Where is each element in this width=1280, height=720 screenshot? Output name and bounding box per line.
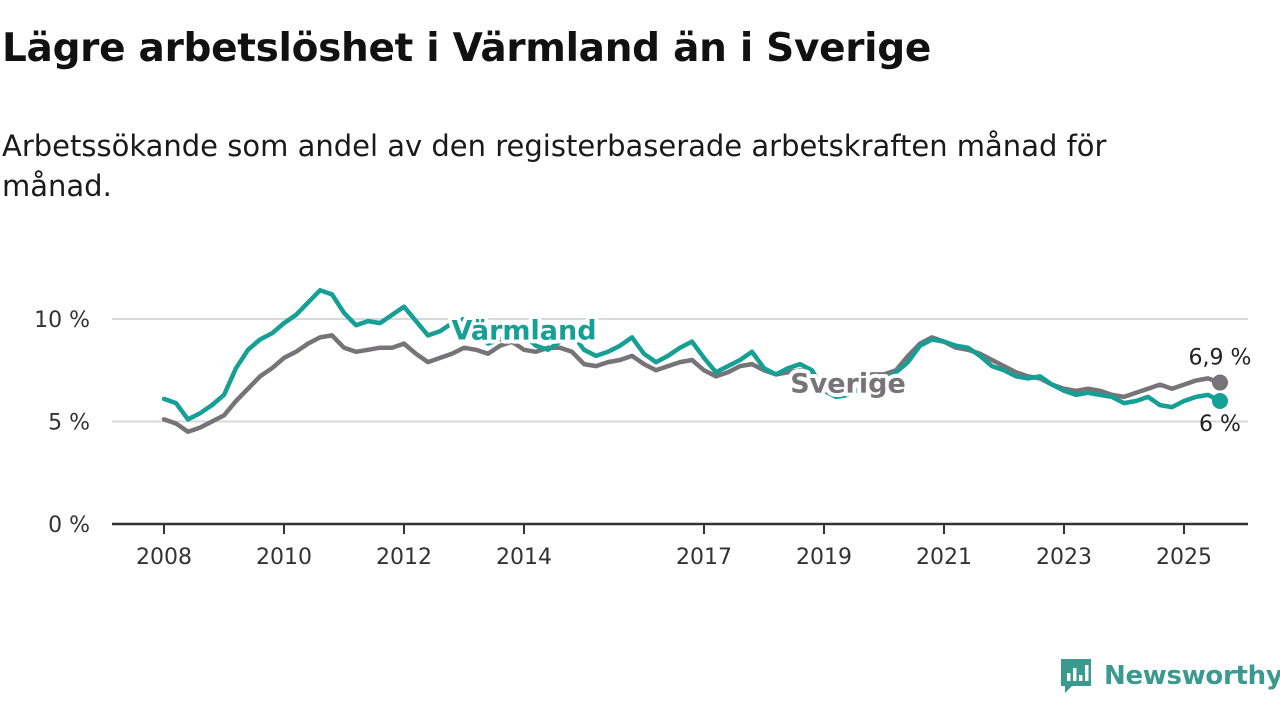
x-tick-label: 2023	[1036, 545, 1092, 570]
grid-layer	[112, 318, 1248, 423]
end-value-label-sverige: 6,9 %	[1189, 346, 1252, 371]
series-line-sverige	[161, 333, 1223, 435]
y-tick-label: 10 %	[34, 308, 90, 333]
x-tick-label: 2017	[676, 545, 732, 570]
newsworthy-logo-icon	[1061, 659, 1091, 693]
series-label-sverige: Sverige	[790, 369, 906, 400]
series-label-halo: Värmland	[451, 315, 596, 346]
x-tick-label: 2010	[256, 545, 312, 570]
x-tick-label: 2014	[496, 545, 552, 570]
x-tick-label: 2021	[916, 545, 972, 570]
series-layer	[161, 288, 1228, 435]
series-label-halo: Sverige	[790, 369, 906, 400]
y-tick-label: 5 %	[48, 411, 90, 436]
chart-subtitle: Arbetssökande som andel av den registerb…	[2, 129, 1107, 203]
chart-title: Lägre arbetslöshet i Värmland än i Sveri…	[2, 26, 931, 71]
series-endpoint-värmland	[1212, 393, 1228, 409]
x-tick-label: 2019	[796, 545, 852, 570]
series-line-värmland	[161, 288, 1223, 422]
series-label-värmland: Värmland	[451, 315, 596, 346]
x-tick-label: 2012	[376, 545, 432, 570]
x-tick-label: 2025	[1156, 545, 1212, 570]
x-tick-label: 2008	[136, 545, 192, 570]
brand: Newsworthy	[1058, 654, 1280, 698]
y-tick-label: 0 %	[48, 513, 90, 538]
line-chart: 0 % 5 % 10 % 2008 2010 2012 2014 2017 2019 2021 20…	[34, 288, 1252, 570]
series-endpoint-sverige	[1212, 374, 1228, 391]
brand-name: Newsworthy	[1104, 661, 1280, 691]
axis-layer: 0 % 5 % 10 % 2008 2010 2012 2014 2017 2019 2021 20…	[34, 308, 1248, 570]
end-value-label-värmland: 6 %	[1199, 412, 1241, 437]
